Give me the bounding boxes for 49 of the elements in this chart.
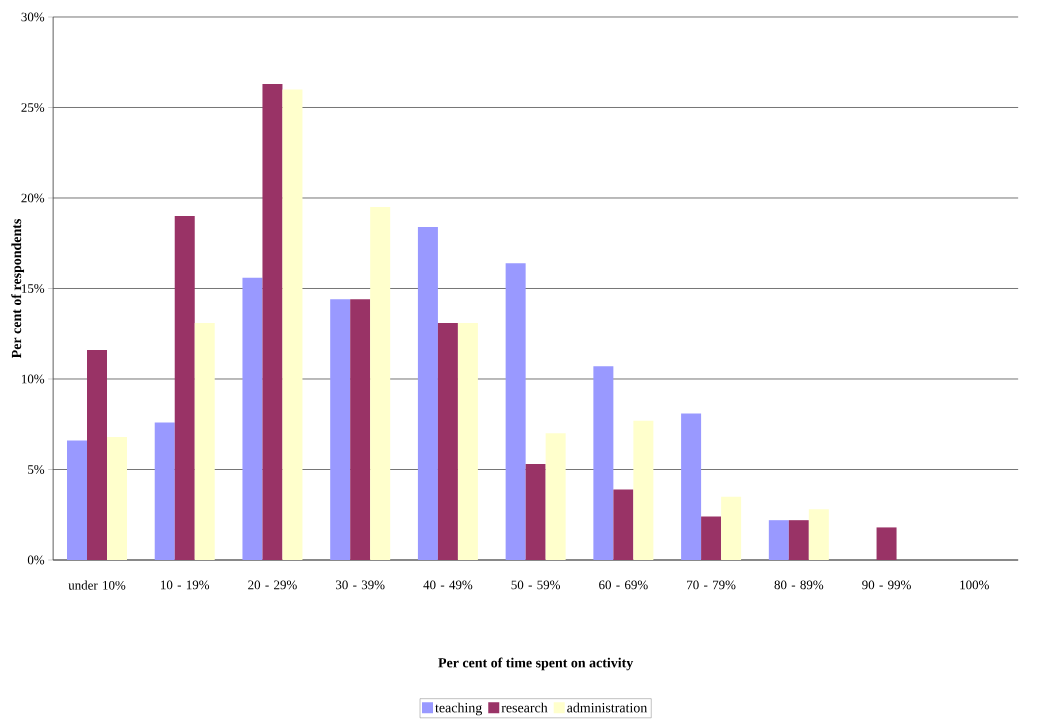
bar: [107, 436, 127, 560]
x-tick-label: under 10%: [68, 580, 126, 590]
bar: [262, 83, 283, 560]
y-tick-label: 0%: [27, 555, 45, 565]
bar: [437, 322, 458, 560]
y-tick-label: 25%: [21, 103, 45, 112]
bar: [613, 489, 634, 560]
x-tick-label: 70 - 79%: [687, 580, 736, 590]
bar: [633, 420, 654, 560]
y-tick-label: 30%: [21, 12, 45, 22]
bar: [525, 464, 546, 560]
x-tick-label: 30 - 39%: [335, 580, 385, 590]
x-tick-label: 80 - 89%: [774, 580, 824, 590]
x-axis-title: Per cent of time spent on activity: [438, 657, 634, 671]
x-tick-label: 50 - 59%: [511, 580, 561, 590]
bar: [545, 433, 566, 560]
x-tick-label: 20 - 29%: [248, 580, 297, 590]
legend-label: administration: [567, 702, 648, 713]
bar: [721, 496, 742, 560]
bar: [457, 322, 478, 560]
bar: [282, 89, 303, 560]
bar: [768, 520, 789, 560]
bar: [876, 527, 897, 560]
y-tick-label: 5%: [28, 465, 45, 474]
y-tick-label: 20%: [21, 193, 45, 203]
x-tick-label: 40 - 49%: [423, 580, 473, 590]
bar: [701, 516, 722, 560]
bar: [350, 299, 371, 560]
bar: [194, 322, 215, 560]
bar: [330, 299, 351, 560]
bar: [788, 520, 809, 560]
bar: [417, 226, 438, 560]
bar: [242, 277, 263, 560]
bar: [87, 350, 107, 560]
bar: [174, 216, 195, 560]
bar: [154, 422, 175, 560]
legend-label: research: [501, 702, 548, 713]
x-tick-label: 60 - 69%: [599, 580, 648, 590]
bar: [67, 440, 87, 560]
bar: [593, 366, 614, 560]
x-tick-label: 90 - 99%: [862, 580, 911, 590]
x-tick-label: 100%: [960, 580, 989, 590]
bar: [808, 509, 829, 560]
y-tick-label: 10%: [22, 374, 45, 384]
bar: [505, 263, 526, 560]
bar: [681, 413, 702, 560]
x-tick-label: 10 - 19%: [161, 580, 210, 590]
bar: [370, 207, 391, 560]
legend-label: teaching: [435, 702, 482, 716]
